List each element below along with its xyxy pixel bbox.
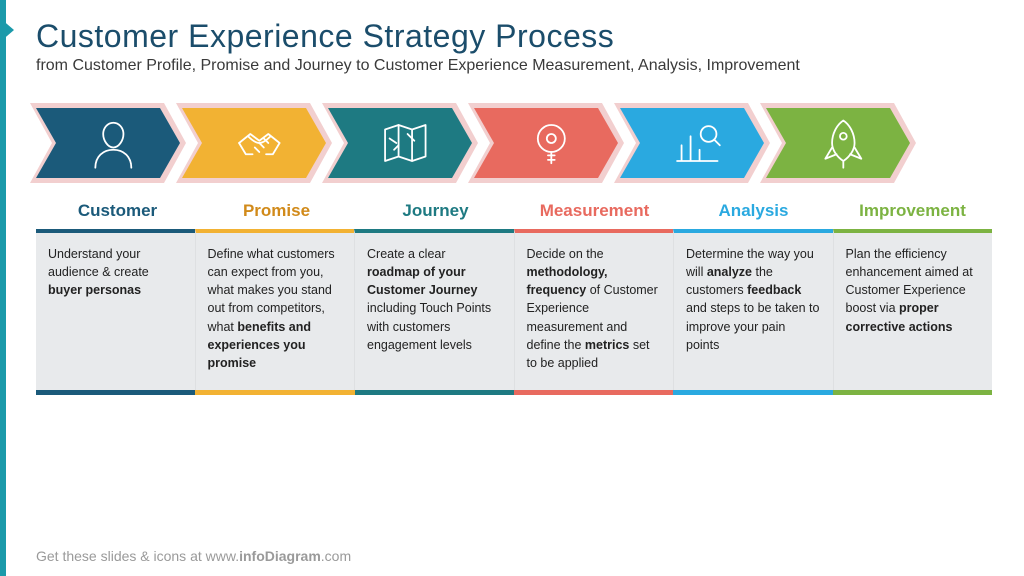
stage-body-promise: Define what customers can expect from yo…: [195, 229, 355, 390]
chevron-row: [26, 99, 992, 187]
bottom-stripe: [195, 390, 354, 395]
bottom-stripes: [36, 390, 992, 395]
footer-brand: infoDiagram: [239, 548, 321, 564]
stage-labels-row: CustomerPromiseJourneyMeasurementAnalysi…: [38, 201, 992, 225]
stage-label-analysis: Analysis: [674, 201, 833, 225]
bottom-stripe: [673, 390, 832, 395]
chart-icon: [670, 116, 724, 170]
chevron-journey: [318, 99, 484, 187]
footer-text-prefix: Get these slides & icons at www.: [36, 548, 239, 564]
map-icon: [378, 116, 432, 170]
stage-label-improvement: Improvement: [833, 201, 992, 225]
content-box: Understand your audience & create buyer …: [36, 229, 992, 390]
stage-body-journey: Create a clear roadmap of your Customer …: [354, 229, 514, 390]
stage-label-customer: Customer: [38, 201, 197, 225]
bottom-stripe: [36, 390, 195, 395]
bottom-stripe: [514, 390, 673, 395]
slide: Customer Experience Strategy Process fro…: [0, 0, 1024, 395]
handshake-icon: [232, 116, 286, 170]
tape-icon: [524, 116, 578, 170]
bottom-stripe: [833, 390, 992, 395]
chevron-promise: [172, 99, 338, 187]
footer-text-suffix: .com: [321, 548, 351, 564]
stage-body-analysis: Determine the way you will analyze the c…: [673, 229, 833, 390]
chevron-customer: [26, 99, 192, 187]
footer-attribution: Get these slides & icons at www.infoDiag…: [36, 548, 351, 564]
stage-body-measurement: Decide on the methodology, frequency of …: [514, 229, 674, 390]
chevron-measurement: [464, 99, 630, 187]
bottom-stripe: [355, 390, 514, 395]
slide-subtitle: from Customer Profile, Promise and Journ…: [36, 57, 992, 75]
left-accent-border: [0, 0, 6, 576]
rocket-icon: [816, 116, 870, 170]
chevron-analysis: [610, 99, 776, 187]
person-icon: [86, 116, 140, 170]
stage-body-improvement: Plan the efficiency enhancement aimed at…: [833, 229, 993, 390]
stage-body-customer: Understand your audience & create buyer …: [36, 229, 195, 390]
stage-label-journey: Journey: [356, 201, 515, 225]
stage-label-promise: Promise: [197, 201, 356, 225]
chevron-improvement: [756, 99, 922, 187]
stage-label-measurement: Measurement: [515, 201, 674, 225]
slide-title: Customer Experience Strategy Process: [36, 18, 992, 55]
